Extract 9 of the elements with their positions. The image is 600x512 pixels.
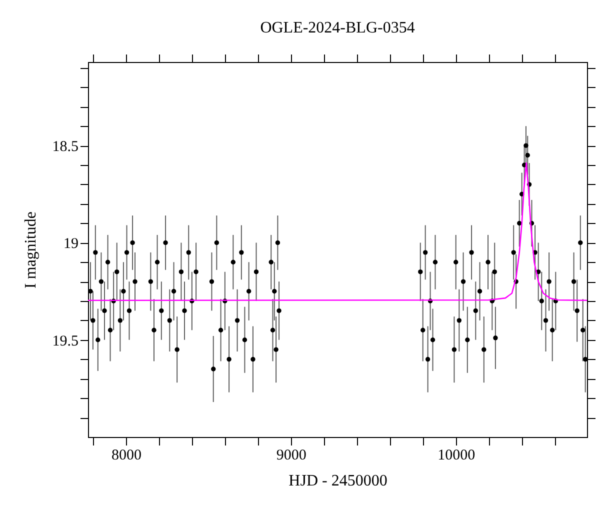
y-tick-label: 18.5 bbox=[52, 139, 78, 156]
x-tick-label: 9000 bbox=[276, 448, 306, 464]
x-tick-label: 8000 bbox=[111, 448, 142, 464]
chart-title: OGLE-2024-BLG-0354 bbox=[260, 20, 415, 36]
y-axis-title: I magnitude bbox=[22, 212, 40, 288]
y-tick-label: 19.5 bbox=[52, 333, 78, 350]
x-axis-title: HJD - 2450000 bbox=[288, 472, 388, 490]
y-tick-label: 19 bbox=[64, 236, 78, 252]
x-tick-label: 10000 bbox=[438, 448, 476, 464]
